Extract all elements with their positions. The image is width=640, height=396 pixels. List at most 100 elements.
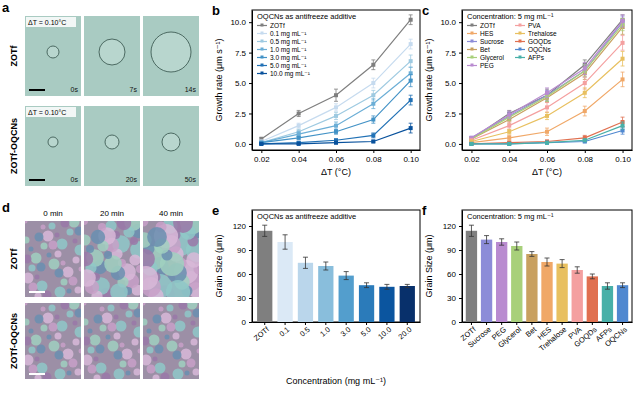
micrograph <box>84 106 140 186</box>
legend-marker <box>261 24 264 27</box>
error-bar <box>621 36 625 51</box>
error-stem <box>501 239 502 245</box>
bar <box>572 270 583 322</box>
marker <box>469 142 473 146</box>
legend-label: 3.0 mg mL⁻¹ <box>270 54 307 62</box>
marker <box>469 142 473 146</box>
error-bar <box>499 239 504 245</box>
grain <box>75 369 82 376</box>
tick-label: Glycerol <box>496 325 523 350</box>
grain <box>25 273 34 284</box>
error-cap <box>499 245 504 246</box>
bar <box>587 276 598 322</box>
grain <box>61 279 68 286</box>
marker <box>583 91 587 95</box>
panel-b: 0.020.040.060.080.100.02.55.07.510.0OQCN… <box>212 3 421 177</box>
grain <box>165 335 170 340</box>
error-cap <box>621 122 625 123</box>
grain <box>41 225 46 230</box>
error-cap <box>409 95 413 96</box>
tick-mark <box>509 150 510 153</box>
tick-label: 120 <box>443 222 457 231</box>
error-cap <box>583 76 587 77</box>
error-cap <box>621 14 625 15</box>
legend-label: OQCNs <box>528 46 552 54</box>
error-bar <box>323 262 328 270</box>
grain <box>29 329 34 334</box>
tick-mark <box>249 83 252 84</box>
bar <box>617 285 628 322</box>
grain <box>122 349 133 360</box>
grain <box>104 251 112 259</box>
error-bar <box>507 112 511 119</box>
tick: 90 <box>447 246 462 255</box>
marker <box>621 41 625 45</box>
grain <box>114 351 123 360</box>
grain <box>100 325 107 332</box>
marker <box>409 42 413 46</box>
error-bar <box>621 51 625 66</box>
marker <box>371 102 375 106</box>
legend-marker <box>519 24 522 27</box>
legend-entry: 0.5 mg mL⁻¹ <box>257 38 307 46</box>
error-bar <box>620 283 625 288</box>
marker <box>371 118 375 122</box>
error-cap <box>507 122 511 123</box>
micrograph <box>84 221 140 297</box>
grain <box>108 323 117 332</box>
legend-marker <box>261 40 264 43</box>
grain <box>153 375 160 380</box>
error-cap <box>507 111 511 112</box>
legend-entry: ZOTf <box>467 22 495 29</box>
grain <box>55 287 66 298</box>
tick: 0 <box>452 318 462 327</box>
error-cap <box>620 282 625 283</box>
error-cap <box>469 225 474 226</box>
tick: 30 <box>447 294 462 303</box>
error-bar <box>409 123 413 133</box>
tick-label: 1.0 <box>318 325 332 339</box>
grain <box>96 345 105 354</box>
error-cap <box>409 123 413 124</box>
error-cap <box>583 62 587 63</box>
error-bar <box>371 133 375 138</box>
error-cap <box>583 76 587 77</box>
plot-frame <box>462 210 632 322</box>
marker <box>297 124 301 128</box>
error-cap <box>334 134 338 135</box>
axis-line <box>252 211 253 323</box>
grain <box>147 347 154 354</box>
grain <box>166 280 190 297</box>
marker <box>507 130 511 134</box>
tick-mark <box>459 144 462 145</box>
marker <box>334 93 338 97</box>
error-cap <box>409 132 413 133</box>
error-cap <box>409 67 413 68</box>
legend-entry: PEG <box>467 62 494 69</box>
legend-marker <box>471 32 474 35</box>
marker <box>371 81 375 85</box>
panel-label: a <box>2 0 10 15</box>
tick: ZOTf <box>252 322 272 343</box>
tick: 0.02 <box>254 150 270 164</box>
crystal <box>48 137 58 147</box>
grain <box>47 335 52 340</box>
error-stem <box>471 225 472 236</box>
row-label: ZOTf <box>9 248 19 270</box>
legend-label: Glycerol <box>480 54 504 62</box>
error-bar <box>371 60 375 70</box>
time-label: 0s <box>71 86 79 93</box>
tick-mark <box>249 144 252 145</box>
grain <box>69 359 78 368</box>
grain <box>132 339 139 346</box>
grain <box>114 333 121 340</box>
grain <box>102 313 113 324</box>
error-cap <box>371 108 375 109</box>
grain <box>88 347 95 354</box>
tick-label: 0.0 <box>445 140 457 149</box>
grain <box>37 263 46 272</box>
error-bar <box>507 129 511 134</box>
error-cap <box>334 112 338 113</box>
annotation-box <box>26 107 76 117</box>
error-cap <box>621 66 625 67</box>
